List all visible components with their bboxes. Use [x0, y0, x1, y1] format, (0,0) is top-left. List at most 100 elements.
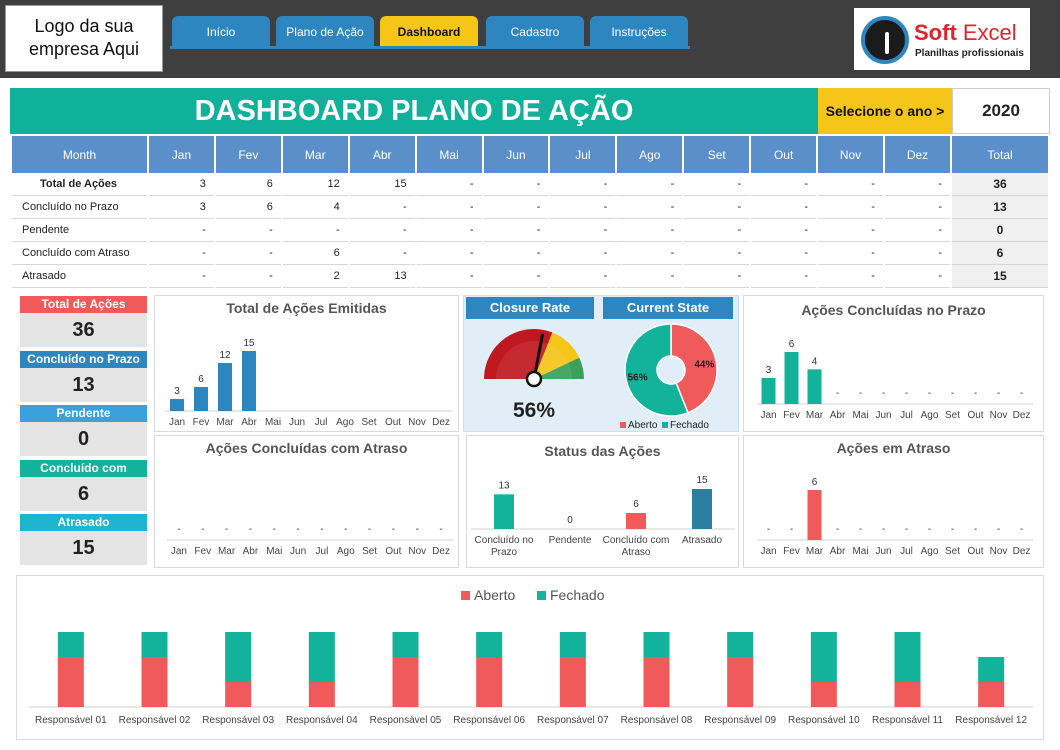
bar-value-label: -	[928, 524, 931, 535]
x-tick-label: Ago	[337, 546, 355, 557]
closure-rate-value: 56%	[512, 399, 556, 422]
legend-swatch-aberto	[620, 422, 626, 428]
legend-swatch-aberto	[461, 591, 470, 600]
x-tick-label: Mai	[265, 417, 281, 428]
bar-concluido-no-prazo	[494, 494, 514, 529]
table-cell: -	[884, 219, 950, 242]
table-header-row: Month Jan Fev Mar Abr Mai Jun Jul Ago Set Out Nov De…	[12, 136, 1048, 173]
bar-segment-fechado	[978, 657, 1005, 682]
x-tick-label: Responsável 12	[955, 715, 1027, 726]
bar-value-label: 12	[219, 350, 231, 361]
gauge-panel: Closure Rate Current State 44% 56% Aberto F…	[463, 295, 739, 432]
x-tick-label: Pendente	[549, 535, 592, 546]
table-row: Pendente - - - - - - - - - - - -0	[12, 219, 1048, 242]
nav-tab-plano-de-acao[interactable]: Plano de Ação	[276, 16, 374, 46]
bar-value-label: 3	[766, 365, 772, 376]
x-tick-label: Jun	[875, 546, 891, 557]
table-cell: -	[684, 219, 750, 242]
x-tick-label: Abr	[241, 417, 257, 428]
bar-value-label: -	[790, 524, 793, 535]
table-cell: -	[751, 173, 817, 196]
x-tick-label: Mai	[852, 546, 868, 557]
row-total: 13	[952, 196, 1048, 219]
table-cell: -	[416, 173, 482, 196]
bar-segment-fechado	[225, 632, 252, 682]
x-tick-label: Responsável 06	[453, 715, 525, 726]
x-tick-label: Dez	[432, 417, 450, 428]
x-tick-label: Responsável 11	[872, 715, 943, 726]
table-cell: 3	[149, 196, 214, 219]
x-tick-label: Prazo	[491, 547, 518, 558]
kpi-value-total-de-acoes: 36	[20, 313, 147, 347]
table-cell: 12	[282, 173, 348, 196]
nav-tab-instrucoes[interactable]: Instruções	[590, 16, 688, 46]
year-selector-input[interactable]: 2020	[952, 88, 1050, 134]
kpi-value-atrasado: 15	[20, 531, 147, 565]
brand-name: Soft Excel	[914, 20, 1017, 45]
table-cell: -	[349, 196, 415, 219]
table-cell: 3	[149, 173, 214, 196]
x-tick-label: Responsável 08	[621, 715, 693, 726]
x-tick-label: Out	[967, 546, 983, 557]
bar-value-label: -	[905, 388, 908, 399]
bar-segment-aberto	[225, 682, 252, 707]
nav-tab-inicio[interactable]: Início	[172, 16, 270, 46]
chart-title: Ações em Atraso	[836, 440, 951, 456]
table-cell: -	[215, 219, 281, 242]
bar-segment-aberto	[978, 682, 1005, 707]
x-tick-label: Set	[361, 417, 376, 428]
x-tick-label: Responsável 03	[202, 715, 274, 726]
x-tick-label: Abr	[830, 410, 846, 421]
x-tick-label: Set	[362, 546, 377, 557]
table-cell: -	[349, 219, 415, 242]
x-tick-label: Fev	[194, 546, 211, 557]
bar-value-label: 15	[243, 338, 255, 349]
bar-value-label: -	[225, 524, 228, 535]
x-tick-label: Out	[385, 417, 401, 428]
table-cell: -	[818, 219, 883, 242]
nav-tab-cadastro[interactable]: Cadastro	[486, 16, 584, 46]
bar-value-label: -	[836, 524, 839, 535]
bar-segment-fechado	[810, 632, 837, 682]
bar-value-label: -	[859, 388, 862, 399]
x-tick-label: Concluído com	[603, 535, 670, 546]
gauge-hub	[525, 370, 543, 388]
x-tick-label: Nov	[408, 546, 426, 557]
table-cell: -	[215, 265, 281, 288]
bar-value-label: -	[1020, 388, 1023, 399]
x-tick-label: Fev	[783, 546, 800, 557]
bar-mar	[807, 369, 822, 404]
table-cell: -	[550, 219, 616, 242]
column-header-out: Out	[751, 136, 817, 173]
bar-value-label: 6	[633, 499, 639, 510]
bar-segment-aberto	[476, 657, 503, 707]
x-tick-label: Ago	[921, 546, 939, 557]
column-header-fev: Fev	[215, 136, 281, 173]
bar-value-label: -	[859, 524, 862, 535]
bar-value-label: 6	[789, 339, 795, 350]
table-cell: 4	[282, 196, 348, 219]
bar-segment-aberto	[141, 657, 168, 707]
table-cell: 2	[282, 265, 348, 288]
monthly-summary-table: Month Jan Fev Mar Abr Mai Jun Jul Ago Set Out Nov De…	[10, 136, 1050, 288]
x-tick-label: Responsável 04	[286, 715, 358, 726]
table-cell: -	[884, 196, 950, 219]
bar-value-label: -	[296, 524, 299, 535]
table-cell: -	[684, 242, 750, 265]
x-tick-label: Out	[385, 546, 401, 557]
nav-tab-dashboard[interactable]: Dashboard	[380, 16, 478, 46]
column-header-month: Month	[12, 136, 147, 173]
bar-value-label: -	[416, 524, 419, 535]
x-tick-label: Jan	[760, 546, 776, 557]
bar-segment-fechado	[392, 632, 419, 657]
x-tick-label: Atraso	[622, 547, 651, 558]
x-tick-label: Jul	[900, 546, 913, 557]
table-cell: -	[483, 242, 549, 265]
bar-value-label: -	[974, 524, 977, 535]
bar-fev	[784, 352, 799, 404]
x-tick-label: Mar	[806, 410, 824, 421]
column-header-ago: Ago	[617, 136, 683, 173]
x-tick-label: Abr	[830, 546, 846, 557]
table-cell: -	[416, 196, 482, 219]
legend-swatch-fechado	[662, 422, 668, 428]
